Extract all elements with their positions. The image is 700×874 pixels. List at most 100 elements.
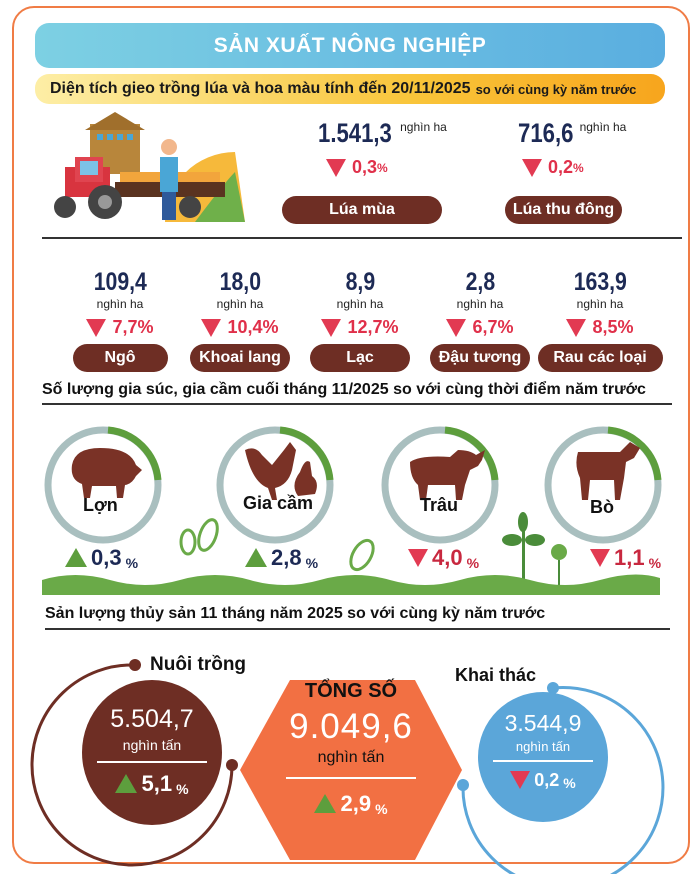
down-triangle-icon <box>321 318 342 337</box>
total-unit: nghìn tấn <box>317 749 385 766</box>
pct-sign: % <box>377 160 388 175</box>
crop-value: 8,9 <box>345 268 375 296</box>
label-lua-mua: Lúa mùa <box>282 196 442 224</box>
aquaculture-unit: nghìn tấn <box>122 737 182 753</box>
catch-ring <box>461 686 665 874</box>
change: 0,2% <box>522 157 626 178</box>
leaf-icon <box>179 518 375 572</box>
pct-sign: % <box>563 774 576 791</box>
crop-unit: nghìn ha <box>576 297 624 311</box>
crop-khoai-lang: 18,0 nghìn ha 10,4% Khoai lang <box>180 268 300 372</box>
up-triangle-icon <box>245 548 267 567</box>
livestock-heading: Số lượng gia súc, gia cầm cuối tháng 11/… <box>42 381 646 398</box>
pct-sign: % <box>176 780 189 797</box>
cow-icon <box>576 442 640 500</box>
change-trau: 4,0% <box>408 545 479 571</box>
crop-change: 8,5% <box>592 317 634 337</box>
aquaculture-change: 5,1% <box>115 770 189 797</box>
animal-label-gia-cam: Gia cầm <box>243 493 314 513</box>
down-triangle-icon <box>566 318 587 337</box>
up-triangle-icon <box>65 548 87 567</box>
catch-unit: nghìn tấn <box>515 739 571 754</box>
change-value: 4,0 <box>432 545 463 570</box>
crop-ngo: 109,4 nghìn ha 7,7% Ngô <box>60 268 180 372</box>
change-value: 0,2 <box>548 157 574 177</box>
divider <box>286 777 416 779</box>
down-triangle-icon <box>408 549 428 567</box>
change-value: 2,8 <box>271 545 302 570</box>
crop-label: Lạc <box>310 344 410 372</box>
crop-change: 7,7% <box>112 317 154 337</box>
stat-unit: nghìn ha <box>579 120 627 134</box>
crop-label: Rau các loại <box>537 344 663 372</box>
down-triangle-icon <box>86 318 107 337</box>
crop-unit: nghìn ha <box>336 297 384 311</box>
stat-value: 716,6 <box>518 118 574 148</box>
ground-wave <box>42 574 660 595</box>
down-triangle-icon <box>522 158 542 177</box>
change-bo: 1,1% <box>590 545 661 571</box>
down-triangle-icon <box>446 318 467 337</box>
rice-stat-lua-mua: 1.541,3 nghìn ha 0,3% <box>318 118 447 178</box>
ring-bo <box>544 426 662 544</box>
up-triangle-icon <box>115 773 138 793</box>
change: 0,3% <box>326 157 447 178</box>
crop-unit: nghìn ha <box>96 297 144 311</box>
change-value: 0,2 <box>534 769 560 790</box>
change-value: 2,9 <box>340 790 372 816</box>
crop-label: Ngô <box>72 344 168 372</box>
label-lua-thu-dong: Lúa thu đông <box>505 196 622 224</box>
pct-sign: % <box>375 800 388 817</box>
subtitle-small: so với cùng kỳ năm trước <box>475 81 637 97</box>
rice-stat-lua-thu-dong: 716,6 nghìn ha 0,2% <box>518 118 626 178</box>
up-triangle-icon <box>314 793 337 813</box>
crop-value: 18,0 <box>219 268 261 296</box>
crop-value: 2,8 <box>465 268 495 296</box>
change-value: 1,1 <box>614 545 645 570</box>
crop-change: 12,7% <box>347 317 399 337</box>
total-label: TỔNG SỐ <box>304 680 398 702</box>
change-value: 0,3 <box>352 157 378 177</box>
pig-icon <box>71 448 142 498</box>
crop-unit: nghìn ha <box>456 297 504 311</box>
animal-label-lon: Lợn <box>83 495 118 515</box>
pct-sign: % <box>125 555 139 571</box>
animal-label-bo: Bò <box>590 497 614 517</box>
divider <box>45 628 670 630</box>
crop-change: 6,7% <box>472 317 514 337</box>
ring-gia-cam <box>216 426 334 544</box>
crops-row: 109,4 nghìn ha 7,7% Ngô 18,0 nghìn ha 10,4% Kh… <box>60 268 663 372</box>
catch-change: 0,2% <box>510 769 576 791</box>
crop-label: Đậu tương <box>430 344 530 372</box>
subtitle-text: Diện tích gieo trồng lúa và hoa màu tính… <box>50 80 471 97</box>
aquaculture-circle: 5.504,7 nghìn tấn 5,1% <box>82 680 222 825</box>
fishery-heading: Sản lượng thủy sản 11 tháng năm 2025 so … <box>45 605 546 622</box>
total-value: 9.049,6 <box>289 707 413 746</box>
ring-trau <box>381 426 499 544</box>
crop-value: 109,4 <box>93 268 147 296</box>
total-block: TỔNG SỐ 9.049,6 nghìn tấn 2,9% <box>240 680 462 817</box>
aquaculture-value: 5.504,7 <box>110 705 194 733</box>
down-triangle-icon <box>201 318 222 337</box>
down-triangle-icon <box>326 158 346 177</box>
crop-change: 10,4% <box>227 317 279 337</box>
subtitle-banner: Diện tích gieo trồng lúa và hoa màu tính… <box>35 74 665 104</box>
fishery-graphics <box>30 659 665 874</box>
total-hexagon <box>240 680 462 860</box>
change-lon: 0,3% <box>65 545 138 571</box>
change-value: 5,1 <box>141 770 173 796</box>
catch-circle: 3.544,9 nghìn tấn 0,2% <box>478 692 608 822</box>
pct-sign: % <box>466 555 480 571</box>
crop-value: 163,9 <box>573 268 627 296</box>
stat-unit: nghìn ha <box>400 120 447 134</box>
total-change: 2,9% <box>314 790 388 817</box>
infographic-frame <box>12 6 690 864</box>
down-triangle-icon <box>590 549 610 567</box>
aquaculture-label: Nuôi trồng <box>150 654 247 675</box>
divider <box>42 403 672 405</box>
farm-illustration <box>54 112 245 222</box>
divider <box>493 760 593 762</box>
catch-value: 3.544,9 <box>504 710 582 736</box>
divider <box>42 237 682 239</box>
plant-icon <box>502 512 567 590</box>
